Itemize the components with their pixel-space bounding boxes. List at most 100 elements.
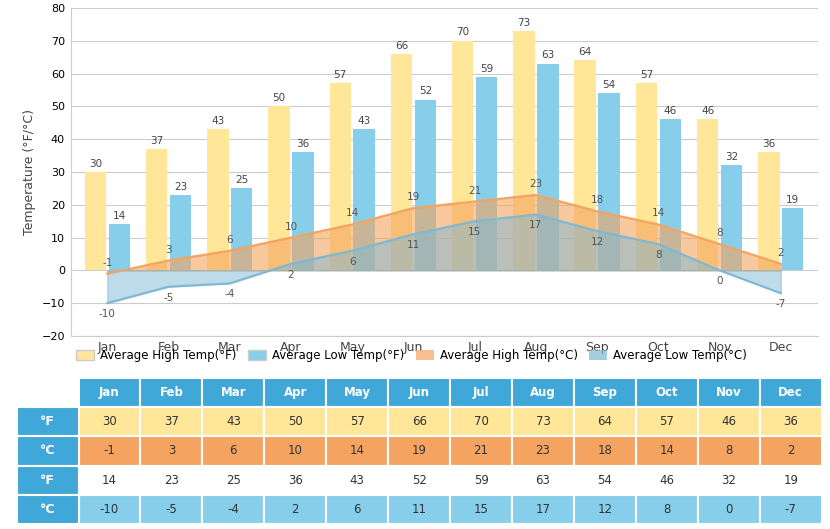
Bar [697,120,718,270]
Bar [758,152,779,270]
Text: -4: -4 [227,503,239,516]
Bar [636,495,698,524]
Text: 14: 14 [102,473,117,487]
Bar [17,466,79,495]
Text: 17: 17 [535,503,550,516]
Bar [203,407,264,436]
Text: 19: 19 [786,195,799,205]
Text: 6: 6 [227,235,233,245]
Bar [636,466,698,495]
Bar [391,54,413,270]
Bar [636,436,698,466]
Text: 70: 70 [474,415,489,428]
Text: 15: 15 [468,227,481,237]
Text: 3: 3 [165,244,172,254]
Text: -1: -1 [104,444,115,458]
Bar [264,466,326,495]
Bar [450,436,512,466]
Text: 66: 66 [412,415,427,428]
Bar [476,77,497,270]
Text: -10: -10 [100,503,120,516]
Text: 32: 32 [725,152,738,162]
Text: 43: 43 [211,116,224,126]
Text: 10: 10 [288,444,303,458]
Bar [326,436,388,466]
Bar [512,378,574,407]
Text: 52: 52 [419,86,432,96]
Text: -5: -5 [165,503,178,516]
Text: 19: 19 [784,473,798,487]
Bar [512,466,574,495]
Bar [326,407,388,436]
Bar [330,84,351,270]
Text: 19: 19 [412,444,427,458]
Text: 6: 6 [354,503,361,516]
Bar [17,378,79,407]
Text: -7: -7 [785,503,797,516]
Bar [264,378,326,407]
Bar [574,378,636,407]
Bar [782,208,803,270]
Text: 25: 25 [226,473,241,487]
Text: °C: °C [40,503,56,516]
Text: -4: -4 [225,289,235,299]
Bar [326,466,388,495]
Text: 8: 8 [655,250,662,260]
Text: -1: -1 [102,258,113,268]
Bar [698,466,759,495]
Bar [698,378,759,407]
Bar [292,152,314,270]
Bar [388,436,450,466]
Text: -10: -10 [99,309,115,319]
Text: 19: 19 [407,192,420,202]
Text: May: May [344,386,371,399]
Text: 11: 11 [407,240,420,250]
Bar [415,100,436,270]
Text: 14: 14 [349,444,364,458]
Text: 18: 18 [590,195,603,205]
Text: 46: 46 [659,473,674,487]
Text: 52: 52 [412,473,427,487]
Text: 46: 46 [701,106,715,116]
Bar [146,149,168,270]
Bar [574,495,636,524]
Text: 11: 11 [412,503,427,516]
Bar [636,84,657,270]
Bar [450,495,512,524]
Bar [17,407,79,436]
Text: Sep: Sep [593,386,618,399]
Text: 12: 12 [598,503,613,516]
Text: 59: 59 [474,473,489,487]
Bar [79,495,140,524]
Bar [759,407,822,436]
Bar [759,495,822,524]
Text: 36: 36 [762,139,775,149]
Text: Jun: Jun [408,386,430,399]
Text: 73: 73 [517,17,530,28]
Text: 66: 66 [395,41,408,51]
Text: 63: 63 [535,473,550,487]
Text: 18: 18 [598,444,613,458]
Bar [268,106,290,270]
Text: 57: 57 [334,70,347,80]
Text: 8: 8 [716,228,723,238]
Text: 15: 15 [474,503,489,516]
Text: 14: 14 [652,208,665,218]
Text: 43: 43 [349,473,364,487]
Bar [388,495,450,524]
Bar [85,172,106,270]
Text: °F: °F [40,473,55,487]
Text: 64: 64 [579,47,592,57]
Bar [660,120,681,270]
Text: 2: 2 [291,503,299,516]
Text: 43: 43 [358,116,371,126]
Text: 14: 14 [659,444,674,458]
Bar [698,436,759,466]
Text: 21: 21 [474,444,489,458]
Text: 17: 17 [530,221,543,231]
Bar [759,378,822,407]
Bar [450,378,512,407]
Bar [512,407,574,436]
Text: 8: 8 [725,444,733,458]
Text: 37: 37 [164,415,178,428]
